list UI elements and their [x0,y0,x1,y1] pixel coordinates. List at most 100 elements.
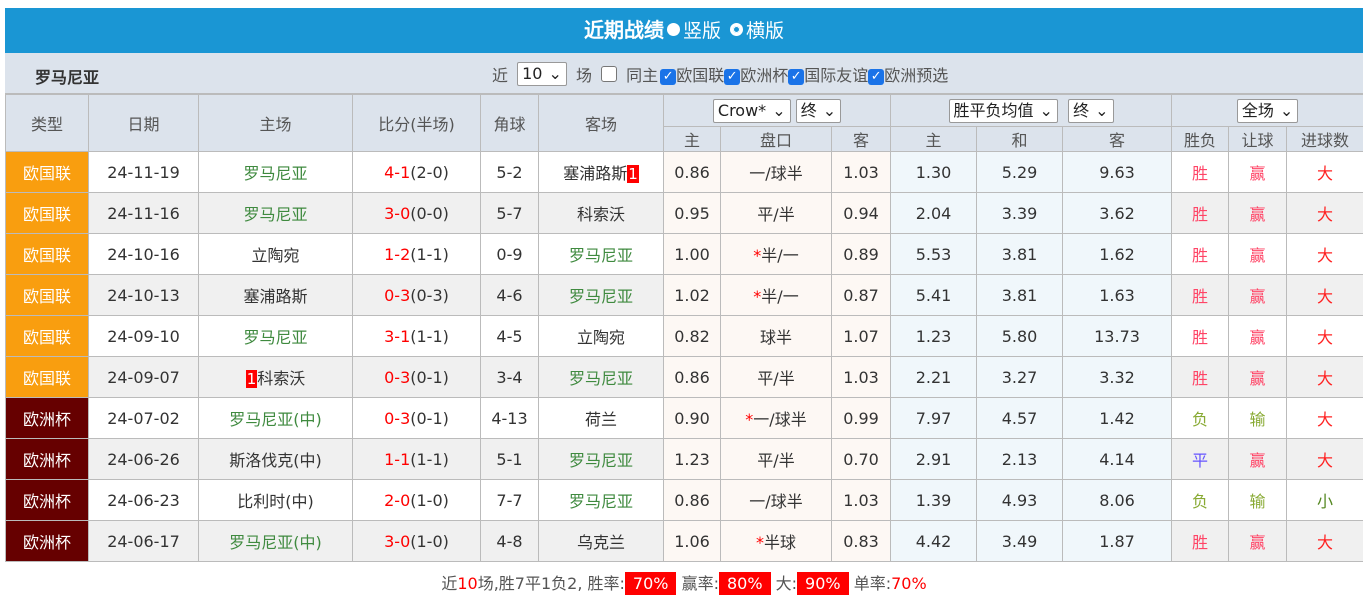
subheader: 盘口 [721,127,832,152]
competition-checkbox[interactable]: ✓ [788,69,804,85]
score[interactable]: 1-2(1-1) [353,234,481,275]
avg-draw: 3.81 [977,234,1063,275]
away-team[interactable]: 罗马尼亚 [539,357,664,398]
score[interactable]: 4-1(2-0) [353,152,481,193]
recent-record-panel: 近期战绩竖版 横版 罗马尼亚 近 10⌄ 场 同主 ✓欧国联✓欧洲杯✓国际友谊✓… [5,8,1363,594]
home-team[interactable]: 比利时(中) [199,480,353,521]
home-odds: 1.06 [664,521,721,562]
match-type[interactable]: 欧国联 [6,357,89,398]
filter-suffix: 场 [576,62,592,86]
score[interactable]: 3-0(1-0) [353,521,481,562]
match-type[interactable]: 欧国联 [6,275,89,316]
competition-label: 欧洲杯 [740,66,788,85]
result: 平 [1172,439,1229,480]
home-team[interactable]: 罗马尼亚(中) [199,521,353,562]
away-odds: 0.87 [832,275,891,316]
radio-vertical-label[interactable]: 竖版 [683,20,721,42]
result: 胜 [1172,521,1229,562]
home-team[interactable]: 1科索沃 [199,357,353,398]
score[interactable]: 3-0(0-0) [353,193,481,234]
score[interactable]: 0-3(0-3) [353,275,481,316]
away-team[interactable]: 罗马尼亚 [539,480,664,521]
match-count-select[interactable]: 10⌄ [517,62,567,86]
table-row: 欧国联 24-11-16 罗马尼亚 3-0(0-0) 5-7 科索沃 0.95 … [6,193,1363,234]
corners: 7-7 [481,480,539,521]
handicap-line: 平/半 [721,193,832,234]
away-team[interactable]: 科索沃 [539,193,664,234]
away-team[interactable]: 立陶宛 [539,316,664,357]
score[interactable]: 1-1(1-1) [353,439,481,480]
match-date: 24-06-26 [89,439,199,480]
away-odds: 0.83 [832,521,891,562]
score[interactable]: 3-1(1-1) [353,316,481,357]
avg-select[interactable]: 胜平负均值⌄ [949,99,1058,123]
match-type[interactable]: 欧国联 [6,193,89,234]
table-row: 欧洲杯 24-07-02 罗马尼亚(中) 0-3(0-1) 4-13 荷兰 0.… [6,398,1363,439]
handicap-stage-select[interactable]: 终⌄ [796,99,841,123]
home-team[interactable]: 塞浦路斯 [199,275,353,316]
home-team[interactable]: 罗马尼亚 [199,152,353,193]
competition-checkbox[interactable]: ✓ [868,69,884,85]
away-odds: 0.89 [832,234,891,275]
handicap-result: 赢 [1229,275,1287,316]
avg-draw: 3.27 [977,357,1063,398]
avg-lose: 1.87 [1063,521,1172,562]
home-odds: 0.86 [664,357,721,398]
match-type[interactable]: 欧国联 [6,316,89,357]
away-team[interactable]: 乌克兰 [539,521,664,562]
radio-horizontal[interactable] [730,23,743,36]
home-team[interactable]: 罗马尼亚 [199,193,353,234]
match-type[interactable]: 欧洲杯 [6,521,89,562]
avg-draw: 3.49 [977,521,1063,562]
handicap-line: *半/一 [721,275,832,316]
over-under-result: 大 [1287,398,1363,439]
match-type[interactable]: 欧国联 [6,234,89,275]
avg-draw: 4.93 [977,480,1063,521]
subheader: 主 [891,127,977,152]
competition-checkbox[interactable]: ✓ [724,69,740,85]
avg-stage-select[interactable]: 终⌄ [1068,99,1113,123]
score[interactable]: 0-3(0-1) [353,357,481,398]
over-under-result: 大 [1287,193,1363,234]
company-select[interactable]: Crow*⌄ [713,99,791,123]
table-row: 欧洲杯 24-06-17 罗马尼亚(中) 3-0(1-0) 4-8 乌克兰 1.… [6,521,1363,562]
away-team[interactable]: 罗马尼亚 [539,275,664,316]
result: 胜 [1172,152,1229,193]
home-team[interactable]: 罗马尼亚 [199,316,353,357]
away-team[interactable]: 罗马尼亚 [539,439,664,480]
score[interactable]: 2-0(1-0) [353,480,481,521]
match-type[interactable]: 欧洲杯 [6,439,89,480]
period-select[interactable]: 全场⌄ [1237,99,1298,123]
handicap-line: *半/一 [721,234,832,275]
same-home-label: 同主 [626,62,658,86]
subheader: 让球 [1229,127,1287,152]
corners: 5-1 [481,439,539,480]
same-home-checkbox[interactable] [601,66,617,82]
header-corner: 角球 [481,95,539,152]
away-team[interactable]: 荷兰 [539,398,664,439]
summary: 近10场,胜7平1负2, 胜率:70% 赢率:80% 大:90% 单率:70% [5,562,1363,594]
home-team[interactable]: 立陶宛 [199,234,353,275]
chevron-down-icon: ⌄ [1040,100,1053,122]
competition-checkbox[interactable]: ✓ [660,69,676,85]
away-team[interactable]: 罗马尼亚 [539,234,664,275]
corners: 4-8 [481,521,539,562]
radio-horizontal-label[interactable]: 横版 [746,20,784,42]
result: 胜 [1172,234,1229,275]
match-date: 24-07-02 [89,398,199,439]
match-type[interactable]: 欧国联 [6,152,89,193]
home-team[interactable]: 罗马尼亚(中) [199,398,353,439]
filter-bar: 罗马尼亚 近 10⌄ 场 同主 ✓欧国联✓欧洲杯✓国际友谊✓欧洲预选 [5,53,1363,94]
radio-vertical[interactable] [667,23,680,36]
match-type[interactable]: 欧洲杯 [6,398,89,439]
table-row: 欧国联 24-09-10 罗马尼亚 3-1(1-1) 4-5 立陶宛 0.82 … [6,316,1363,357]
match-type[interactable]: 欧洲杯 [6,480,89,521]
panel-title: 近期战绩 [584,18,664,42]
score[interactable]: 0-3(0-1) [353,398,481,439]
home-team[interactable]: 斯洛伐克(中) [199,439,353,480]
avg-lose: 1.62 [1063,234,1172,275]
away-team[interactable]: 塞浦路斯1 [539,152,664,193]
chevron-down-icon: ⌄ [772,100,785,122]
subheader: 进球数 [1287,127,1363,152]
away-odds: 1.03 [832,480,891,521]
